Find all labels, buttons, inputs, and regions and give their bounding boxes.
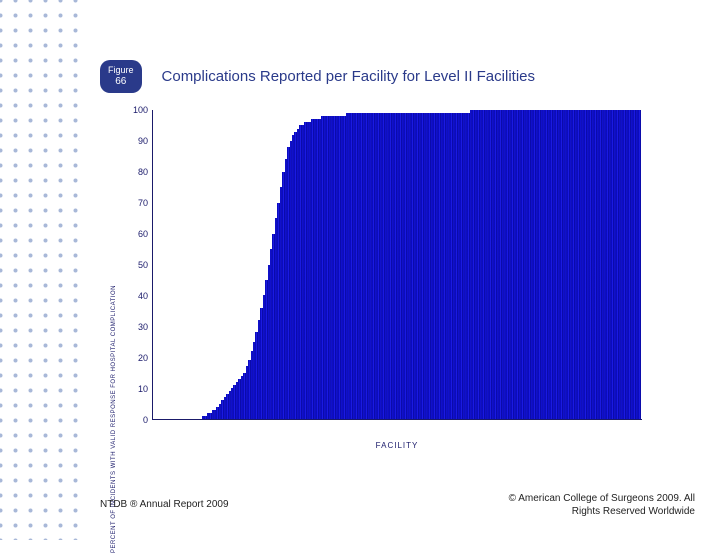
footer-right-line1: © American College of Surgeons 2009. All [509, 492, 695, 505]
y-tick: 80 [138, 167, 148, 177]
x-axis-label: FACILITY [152, 441, 642, 450]
footer-left: NTDB ® Annual Report 2009 [100, 499, 229, 510]
y-ticks: 0102030405060708090100 [120, 110, 150, 420]
y-tick: 40 [138, 291, 148, 301]
y-tick: 60 [138, 229, 148, 239]
footer-right: © American College of Surgeons 2009. All… [509, 492, 695, 518]
dots-sidebar [0, 0, 80, 540]
y-tick: 100 [133, 105, 148, 115]
y-tick: 50 [138, 260, 148, 270]
y-tick: 30 [138, 322, 148, 332]
bar [638, 110, 640, 419]
y-tick: 90 [138, 136, 148, 146]
y-axis-label: PERCENT OF INCIDENTS WITH VALID RESPONSE… [111, 285, 117, 553]
footer-right-line2: Rights Reserved Worldwide [509, 505, 695, 518]
chart: PERCENT OF INCIDENTS WITH VALID RESPONSE… [120, 110, 650, 460]
header: Figure 66 Complications Reported per Fac… [100, 60, 535, 93]
y-tick: 70 [138, 198, 148, 208]
figure-label: Figure [108, 66, 134, 76]
figure-number: 66 [108, 76, 134, 87]
figure-badge: Figure 66 [100, 60, 142, 93]
plot-area [152, 110, 642, 420]
y-tick: 0 [143, 415, 148, 425]
y-tick: 20 [138, 353, 148, 363]
y-tick: 10 [138, 384, 148, 394]
chart-title: Complications Reported per Facility for … [162, 68, 535, 85]
